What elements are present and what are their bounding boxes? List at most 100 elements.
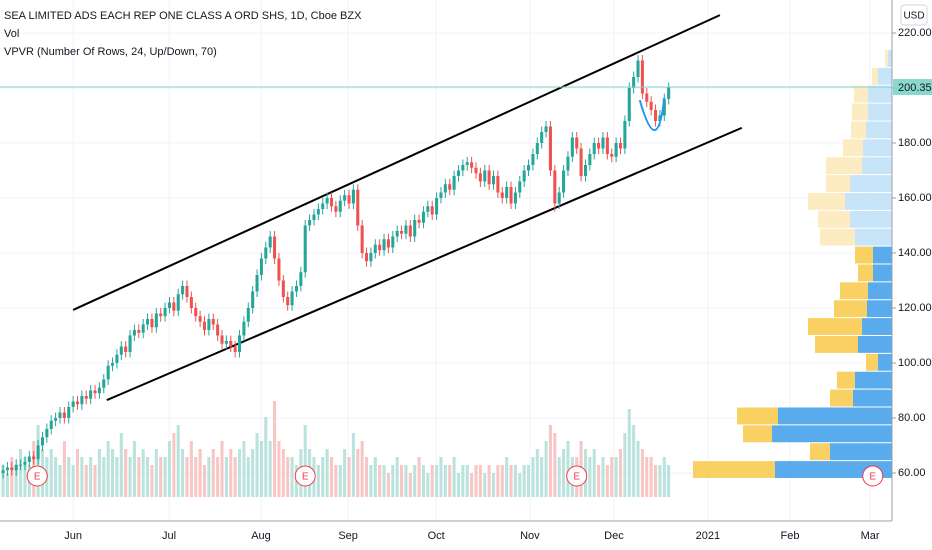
volume-bar	[465, 465, 469, 497]
candle-body	[5, 467, 9, 471]
y-tick-label: 120.00	[898, 302, 932, 314]
candle-body	[14, 464, 18, 471]
candle-body	[1, 470, 5, 473]
candle-body	[548, 126, 552, 171]
volume-bar	[360, 441, 364, 497]
volume-bar	[150, 465, 154, 497]
volume-bar	[597, 465, 601, 497]
x-tick-label: Oct	[428, 530, 445, 542]
candle-body	[378, 244, 382, 251]
candle-body	[75, 401, 80, 405]
vp-down	[826, 157, 862, 175]
volume-bar	[351, 433, 355, 497]
volume-bar	[75, 449, 80, 497]
candle-body	[273, 236, 277, 259]
volume-bar	[557, 457, 561, 497]
channel-line	[72, 14, 721, 311]
candle-body	[658, 115, 662, 121]
volume-bar	[662, 457, 666, 497]
volume-bar	[325, 449, 329, 497]
earnings-label: E	[302, 472, 309, 483]
volume-bar	[211, 449, 215, 497]
volume-bar	[605, 465, 609, 497]
volume-bar	[268, 441, 272, 497]
candle-body	[10, 467, 14, 471]
vp-up	[850, 175, 892, 192]
vp-up	[878, 353, 892, 371]
candle-body	[154, 313, 158, 328]
vp-down	[851, 121, 866, 139]
candle-body	[356, 189, 360, 226]
candle-body	[334, 206, 338, 212]
vp-down	[840, 282, 868, 300]
vp-up	[873, 264, 892, 282]
x-tick-label: Jun	[64, 530, 82, 542]
candle-body	[246, 307, 250, 322]
vp-up	[867, 300, 892, 318]
volume-bar	[518, 473, 522, 497]
volume-bar	[667, 465, 671, 497]
candle-body	[618, 142, 623, 149]
candle-body	[632, 76, 636, 88]
earnings-marker	[26, 465, 48, 487]
volume-bar	[207, 457, 211, 497]
candle-body	[645, 93, 649, 102]
candle-body	[237, 335, 242, 352]
x-tick-label: Mar	[861, 530, 880, 542]
candle-body	[216, 324, 220, 336]
x-tick-label: Aug	[251, 530, 271, 542]
vp-down	[810, 443, 830, 461]
candle-body	[487, 170, 491, 185]
candle-body	[268, 236, 272, 248]
vp-down	[885, 49, 888, 67]
candle-body	[452, 175, 456, 190]
vp-down	[837, 371, 855, 389]
candle-body	[544, 126, 548, 132]
volume-bar	[373, 457, 377, 497]
candle-body	[194, 307, 198, 317]
volume-bar	[426, 473, 430, 497]
candle-body	[662, 98, 666, 116]
candle-body	[181, 285, 185, 295]
candle-body	[654, 109, 658, 121]
volume-bar	[448, 465, 452, 497]
vp-down	[826, 175, 850, 192]
candle-body	[610, 153, 614, 157]
y-tick-label: 60.00	[898, 467, 926, 479]
volume-bar	[316, 465, 320, 497]
candle-body	[303, 225, 307, 273]
volume-bar	[408, 473, 412, 497]
candle-body	[636, 60, 640, 77]
candle-body	[163, 307, 167, 317]
candle-body	[167, 302, 171, 308]
volume-bar	[654, 465, 658, 497]
volume-bar	[496, 465, 500, 497]
candle-body	[408, 225, 412, 237]
y-tick-label: 220.00	[898, 27, 932, 39]
candle-body	[19, 464, 23, 466]
x-tick-label: 2021	[696, 530, 720, 542]
last-price-label: 200.35	[898, 82, 932, 94]
volume-bar	[601, 457, 605, 497]
candle-body	[27, 456, 31, 462]
volume-bar	[277, 441, 281, 497]
vp-up	[868, 103, 892, 121]
vp-down	[820, 228, 855, 246]
candle-body	[71, 401, 75, 407]
candle-body	[421, 211, 425, 223]
candle-body	[211, 318, 215, 325]
vp-down	[855, 246, 873, 264]
volume-bar	[456, 473, 461, 497]
volume-bar	[119, 433, 123, 497]
volume-bar	[610, 457, 614, 497]
candle-body	[470, 162, 474, 168]
candle-body	[667, 87, 671, 99]
candle-body	[316, 208, 320, 215]
currency-button[interactable]	[900, 4, 928, 26]
legend: SEA LIMITED ADS EACH REP ONE CLASS A ORD…	[4, 10, 362, 58]
vp-up	[888, 49, 892, 67]
candle-body	[49, 420, 53, 429]
candle-body	[570, 137, 574, 157]
candle-body	[45, 428, 49, 438]
volume-bar	[80, 457, 84, 497]
